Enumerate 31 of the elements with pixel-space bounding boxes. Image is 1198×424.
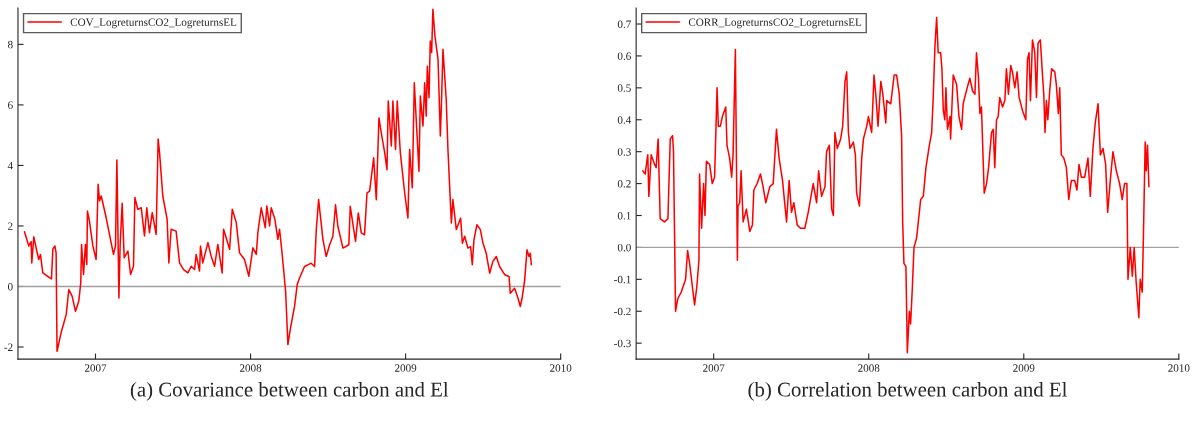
y-tick-label: -0.3	[614, 339, 631, 348]
x-tick-label: 2010	[550, 364, 572, 372]
y-tick-label: 2	[8, 222, 13, 230]
y-tick-label: 0.6	[617, 52, 631, 60]
y-tick-label: 0.0	[617, 243, 631, 252]
legend-label: COV_LogreturnsCO2_LogreturnsEL	[70, 18, 237, 29]
y-tick-label: 0	[7, 282, 13, 291]
x-tick-label: 2008	[239, 364, 262, 372]
y-tick-label: 0.7	[617, 20, 631, 29]
x-tick-label: 2007	[703, 364, 725, 372]
y-tick-label: -0.2	[614, 307, 631, 316]
y-tick-label: 0.4	[617, 116, 632, 124]
y-tick-label: 0.1	[617, 211, 631, 220]
line-series	[23, 8, 533, 353]
y-tick-label: 0.5	[617, 84, 631, 92]
y-tick-label: 0.3	[617, 148, 631, 156]
y-tick-label: 8	[7, 40, 13, 49]
y-tick-label: -0.1	[614, 275, 631, 284]
y-tick-label: 0.2	[617, 180, 631, 188]
text: (a) Covariance between carbon and El	[130, 381, 449, 401]
y-tick-label: 6	[8, 101, 13, 109]
x-tick-label: 2007	[84, 364, 107, 372]
text: (b) Correlation between carbon and El	[748, 381, 1068, 401]
legend-label: CORR_LogreturnsCO2_LogreturnsEL	[688, 18, 862, 29]
x-tick-label: 2010	[1168, 364, 1190, 372]
x-tick-label: 2008	[858, 364, 880, 372]
x-tick-label: 2009	[394, 364, 417, 372]
y-tick-label: 4	[7, 161, 13, 170]
x-tick-label: 2009	[1013, 364, 1035, 372]
y-tick-label: -2	[4, 343, 13, 351]
line-series	[642, 16, 1150, 354]
